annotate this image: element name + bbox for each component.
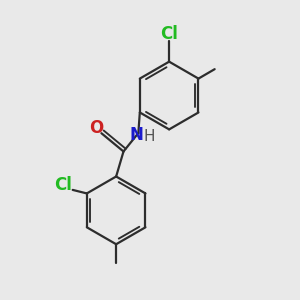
Text: O: O bbox=[89, 119, 103, 137]
Text: Cl: Cl bbox=[160, 25, 178, 43]
Text: Cl: Cl bbox=[54, 176, 72, 194]
Text: H: H bbox=[144, 128, 155, 143]
Text: N: N bbox=[129, 125, 143, 143]
